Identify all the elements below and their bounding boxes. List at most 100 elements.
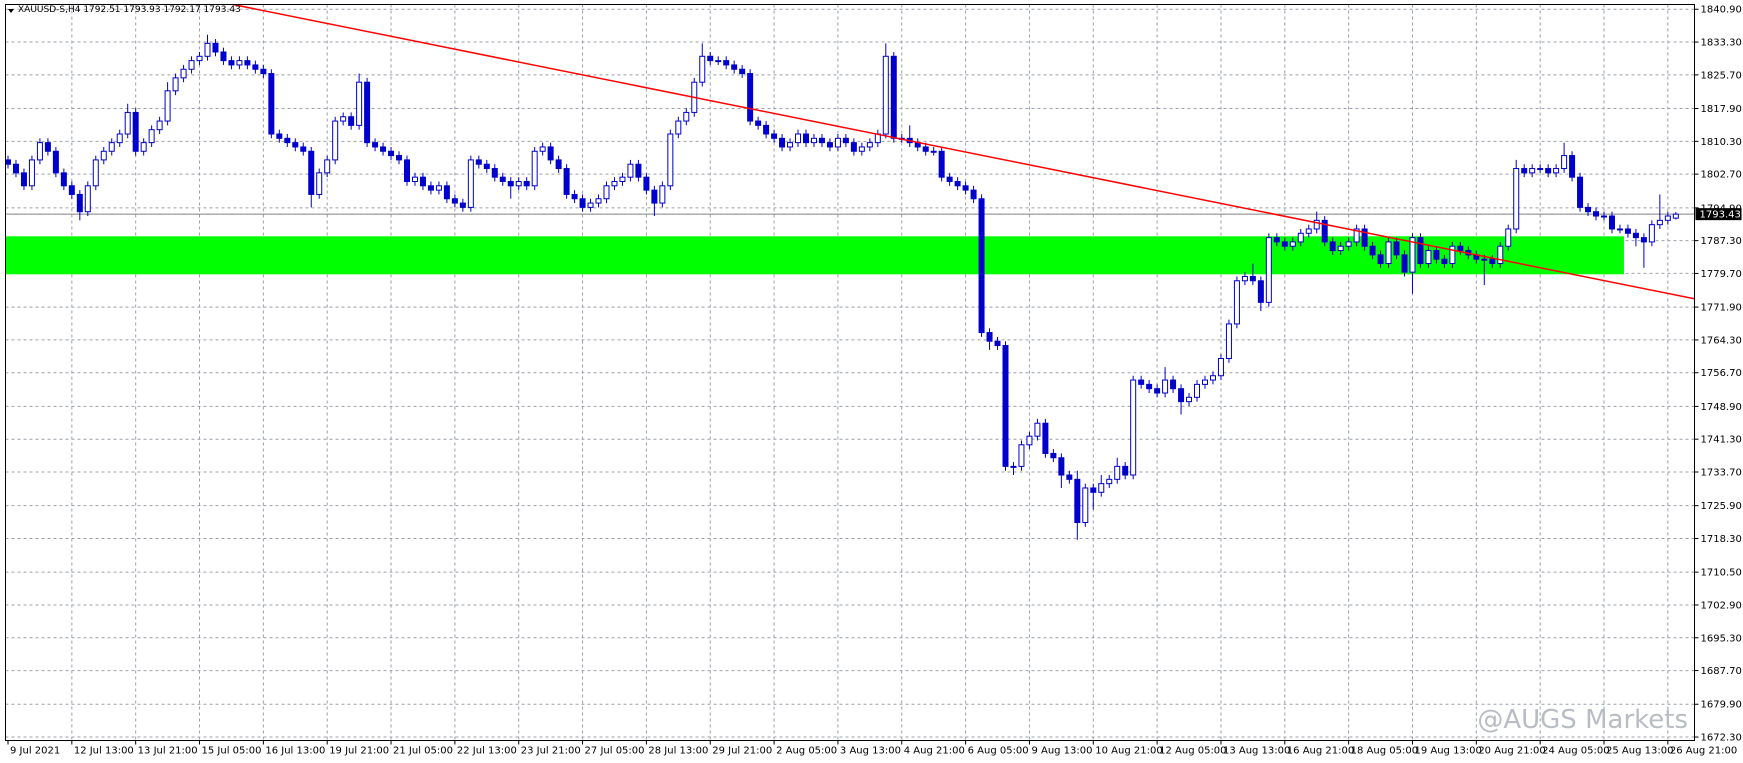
candle-body xyxy=(994,340,1001,347)
watermark: @AUGS Markets xyxy=(1477,705,1688,735)
candle-body xyxy=(611,180,618,187)
candle-body xyxy=(388,150,395,157)
candle-body xyxy=(300,146,307,152)
candle-body xyxy=(563,168,570,195)
candle-body xyxy=(779,137,786,148)
candle-body xyxy=(1257,280,1264,303)
candle-body xyxy=(172,77,179,92)
candle-body xyxy=(1074,478,1081,524)
candle-body xyxy=(76,193,83,213)
candle-body xyxy=(1321,219,1328,243)
x-tick-label: 15 Jul 05:00 xyxy=(202,746,262,757)
y-tick-label: 1718.30 xyxy=(1701,534,1742,545)
y-tick-label: 1764.30 xyxy=(1701,335,1742,346)
candle-body xyxy=(1553,168,1560,174)
candle-body xyxy=(340,116,347,122)
candle-body xyxy=(1624,228,1631,234)
x-tick-label: 25 Aug 13:00 xyxy=(1606,746,1673,757)
candle-body xyxy=(116,133,123,144)
candle-body xyxy=(1521,168,1528,174)
support-zone xyxy=(5,236,1624,275)
candle-body xyxy=(236,60,243,66)
candles xyxy=(5,34,1679,540)
candle-body xyxy=(1489,258,1496,265)
candle-body xyxy=(1313,219,1320,230)
trendline xyxy=(232,3,1696,300)
candle-body xyxy=(475,159,482,165)
candle-body xyxy=(1170,379,1177,390)
candle-body xyxy=(1289,241,1296,247)
candle-body xyxy=(1401,254,1408,273)
candle-body xyxy=(986,332,993,342)
candle-body xyxy=(1377,254,1384,265)
x-tick-label: 2 Aug 05:00 xyxy=(776,746,837,757)
candle-body xyxy=(1577,176,1584,208)
x-tick-label: 6 Aug 05:00 xyxy=(968,746,1029,757)
y-tick-label: 1748.90 xyxy=(1701,402,1742,413)
candle-body xyxy=(1632,232,1639,239)
candle-body xyxy=(731,64,738,70)
candle-body xyxy=(372,142,379,148)
candle-body xyxy=(1202,379,1208,385)
candle-body xyxy=(1050,452,1057,459)
candle-body xyxy=(12,163,19,174)
y-tick-label: 1787.30 xyxy=(1701,236,1742,247)
candle-body xyxy=(946,176,953,182)
candle-body xyxy=(595,198,602,204)
y-tick-label: 1810.30 xyxy=(1701,137,1742,148)
x-tick-label: 19 Jul 21:00 xyxy=(329,746,389,757)
x-tick-label: 13 Jul 21:00 xyxy=(138,746,198,757)
y-tick-label: 1779.70 xyxy=(1701,269,1742,280)
candle-body xyxy=(930,150,937,153)
y-tick-label: 1825.70 xyxy=(1701,70,1742,81)
x-tick-label: 13 Aug 13:00 xyxy=(1223,746,1290,757)
price-tag xyxy=(1695,208,1742,221)
candle-body xyxy=(587,202,594,208)
candle-body xyxy=(675,120,682,135)
y-tick-label: 1710.50 xyxy=(1701,568,1742,579)
candle-body xyxy=(699,55,706,83)
candle-body xyxy=(348,116,355,126)
y-tick-label: 1679.90 xyxy=(1701,700,1742,711)
candle-body xyxy=(1297,232,1304,243)
candle-body xyxy=(1545,168,1552,174)
candle-body xyxy=(1138,379,1145,385)
candle-body xyxy=(20,172,27,187)
candle-body xyxy=(787,142,794,148)
candle-body xyxy=(196,55,203,62)
candle-body xyxy=(1593,211,1600,217)
x-tick-label: 22 Jul 13:00 xyxy=(457,746,517,757)
candle-body xyxy=(1098,483,1105,493)
candle-body xyxy=(643,176,650,191)
candle-body xyxy=(443,185,450,200)
x-tick-label: 26 Aug 21:00 xyxy=(1670,746,1737,757)
candle-body xyxy=(188,60,195,70)
candle-body xyxy=(1178,388,1185,403)
symbol-menu-icon[interactable] xyxy=(8,9,14,13)
candle-body xyxy=(244,60,251,66)
candle-body xyxy=(100,150,107,161)
candle-body xyxy=(268,73,275,135)
candle-body xyxy=(1441,258,1448,265)
candle-body xyxy=(140,142,147,152)
x-tick-label: 12 Aug 05:00 xyxy=(1159,746,1226,757)
candle-body xyxy=(515,180,522,187)
candle-body xyxy=(1361,228,1368,247)
candle-body xyxy=(1337,245,1344,252)
candle-body xyxy=(978,198,985,334)
candle-body xyxy=(108,142,115,152)
x-tick-label: 27 Jul 05:00 xyxy=(585,746,645,757)
candle-body xyxy=(451,198,458,204)
candle-body xyxy=(1249,275,1256,282)
x-tick-label: 18 Aug 05:00 xyxy=(1351,746,1418,757)
candle-body xyxy=(938,150,945,178)
candle-body xyxy=(579,198,586,208)
candle-body xyxy=(739,68,746,75)
candle-body xyxy=(1497,245,1504,265)
candle-body xyxy=(84,185,91,213)
candle-body xyxy=(1114,465,1121,480)
plot-area xyxy=(5,3,1696,741)
candle-body xyxy=(396,155,403,161)
candle-body xyxy=(180,68,187,79)
